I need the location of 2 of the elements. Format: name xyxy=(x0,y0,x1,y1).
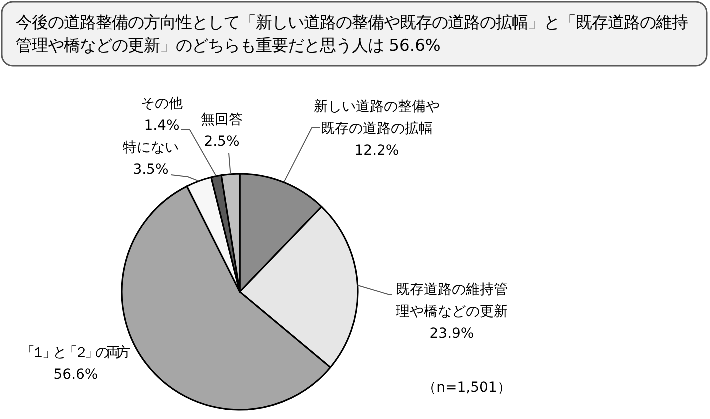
annotation: （n=1,501） xyxy=(422,380,512,396)
title: 今後の道路整備の方向性として「新しい道路の整備や既存の道路の拡幅」と「既存道路の維持管理や橋などの更新」のどちらも重要だと思う人は 56.6% xyxy=(16,12,688,54)
